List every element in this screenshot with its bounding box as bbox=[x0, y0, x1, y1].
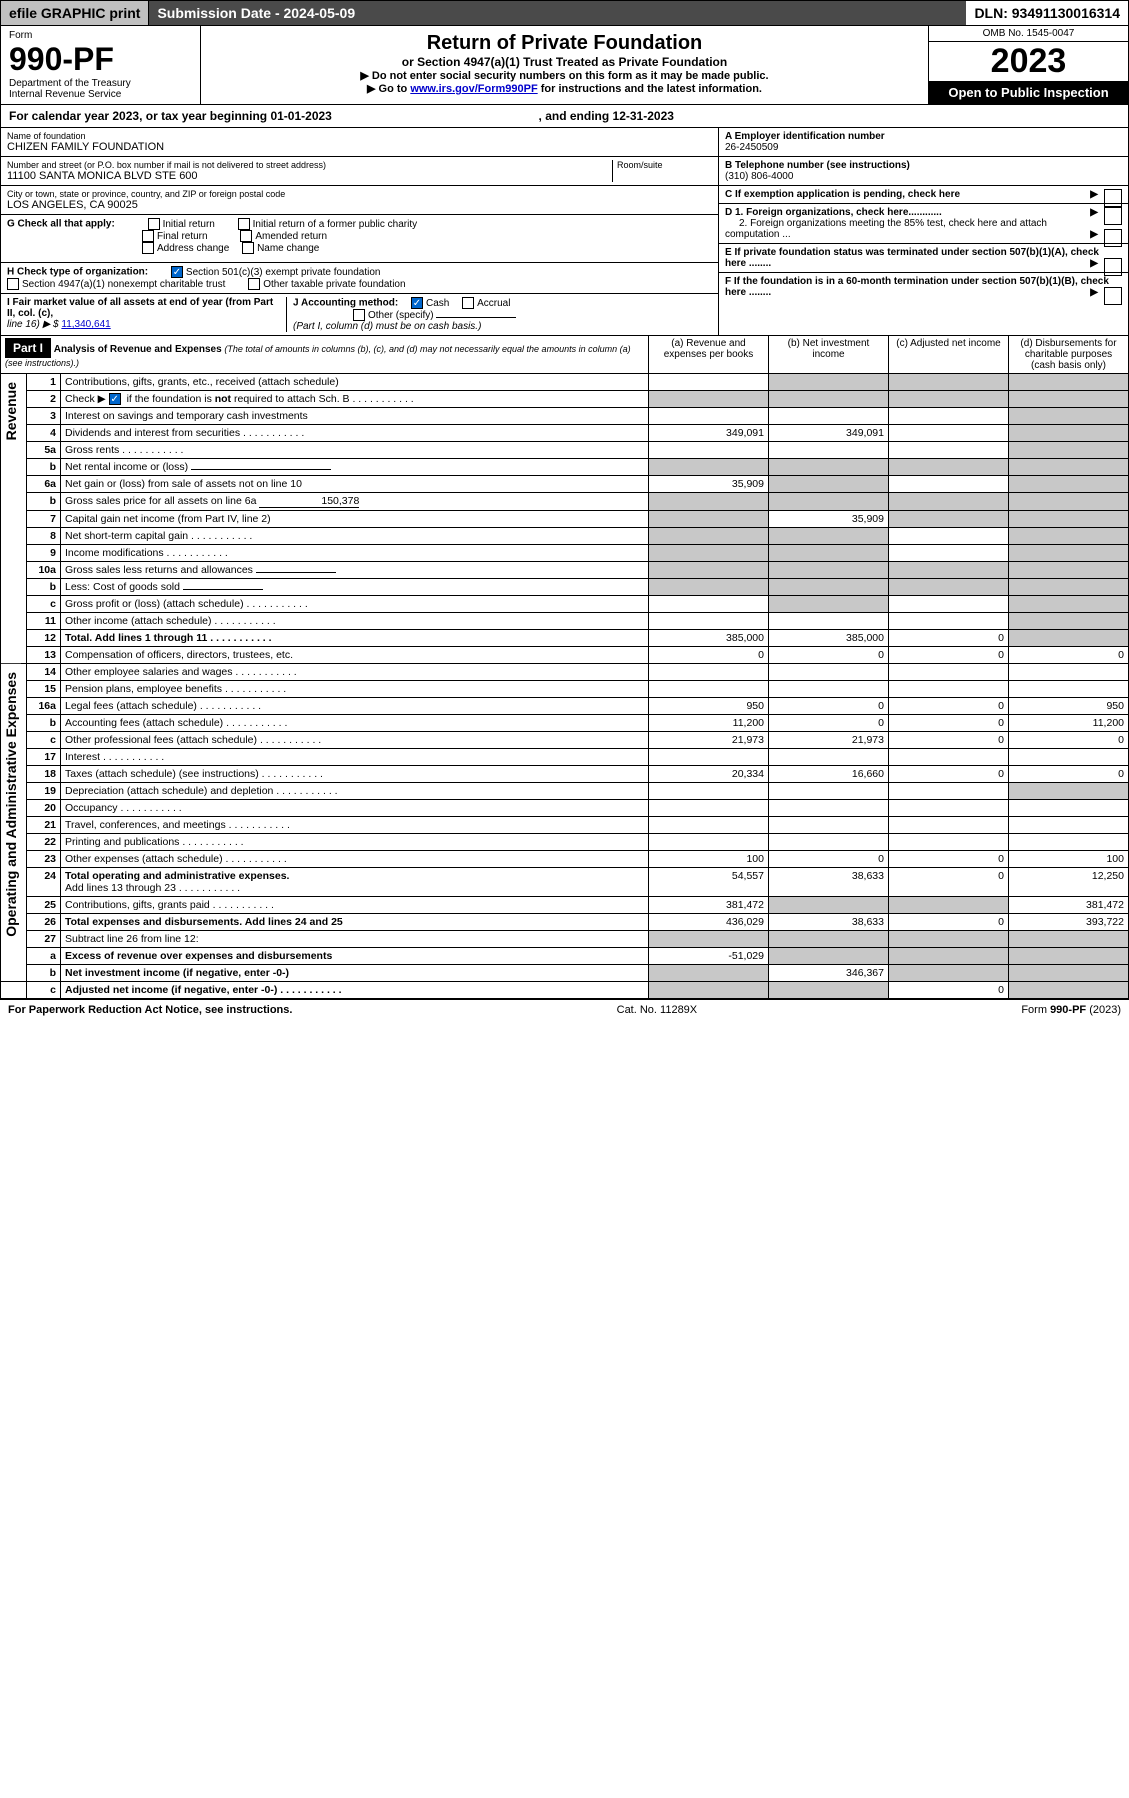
cb-501c3[interactable] bbox=[171, 266, 183, 278]
cb-initial-return[interactable] bbox=[148, 218, 160, 230]
a-ein-label: A Employer identification number bbox=[725, 131, 1122, 142]
j-note: (Part I, column (d) must be on cash basi… bbox=[293, 321, 481, 332]
year-end: 12-31-2023 bbox=[613, 109, 674, 123]
gross-sales-10a[interactable] bbox=[256, 572, 336, 573]
f-label: F If the foundation is in a 60-month ter… bbox=[725, 276, 1109, 298]
part1-title: Analysis of Revenue and Expenses bbox=[54, 344, 222, 355]
efile-label: efile GRAPHIC print bbox=[1, 1, 149, 25]
col-a-header: (a) Revenue and expenses per books bbox=[649, 336, 769, 374]
col-c-header: (c) Adjusted net income bbox=[889, 336, 1009, 374]
form-number: 990-PF bbox=[9, 41, 192, 78]
form-title: Return of Private Foundation bbox=[207, 32, 922, 55]
col-d-header: (d) Disbursements for charitable purpose… bbox=[1009, 336, 1129, 374]
paperwork-notice: For Paperwork Reduction Act Notice, see … bbox=[8, 1004, 292, 1016]
phone-value: (310) 806-4000 bbox=[725, 171, 1122, 182]
j-label: J Accounting method: bbox=[293, 298, 398, 309]
ein-value: 26-2450509 bbox=[725, 142, 1122, 153]
cb-cash[interactable] bbox=[411, 297, 423, 309]
b-phone-label: B Telephone number (see instructions) bbox=[725, 160, 1122, 171]
identification-block: Name of foundation CHIZEN FAMILY FOUNDAT… bbox=[0, 128, 1129, 335]
city-label: City or town, state or province, country… bbox=[7, 189, 712, 199]
cb-foreign-85[interactable] bbox=[1104, 229, 1122, 247]
c-label: C If exemption application is pending, c… bbox=[725, 189, 960, 200]
cb-60-month[interactable] bbox=[1104, 287, 1122, 305]
part1-table: Part I Analysis of Revenue and Expenses … bbox=[0, 335, 1129, 999]
i-label: I Fair market value of all assets at end… bbox=[7, 297, 273, 319]
goto-note: ▶ Go to www.irs.gov/Form990PF for instru… bbox=[207, 82, 922, 95]
e-label: E If private foundation status was termi… bbox=[725, 247, 1099, 269]
form-word: Form bbox=[9, 30, 192, 41]
gross-sales-6b: 150,378 bbox=[259, 495, 359, 508]
fmv-value[interactable]: 11,340,641 bbox=[61, 319, 110, 330]
city-state-zip: LOS ANGELES, CA 90025 bbox=[7, 199, 712, 211]
cb-initial-former[interactable] bbox=[238, 218, 250, 230]
cb-address-change[interactable] bbox=[142, 242, 154, 254]
irs-label: Internal Revenue Service bbox=[9, 89, 192, 100]
col-b-header: (b) Net investment income bbox=[769, 336, 889, 374]
g-label: G Check all that apply: bbox=[7, 219, 115, 230]
calendar-year-row: For calendar year 2023, or tax year begi… bbox=[0, 105, 1129, 128]
tax-year: 2023 bbox=[929, 42, 1128, 81]
part1-tag: Part I bbox=[5, 338, 51, 358]
top-bar: efile GRAPHIC print Submission Date - 20… bbox=[0, 0, 1129, 26]
irs-link[interactable]: www.irs.gov/Form990PF bbox=[410, 83, 537, 95]
cb-foreign-org[interactable] bbox=[1104, 207, 1122, 225]
cb-final-return[interactable] bbox=[142, 230, 154, 242]
omb-number: OMB No. 1545-0047 bbox=[929, 26, 1128, 42]
h-label: H Check type of organization: bbox=[7, 267, 148, 278]
name-label: Name of foundation bbox=[7, 131, 712, 141]
ssn-warning: ▶ Do not enter social security numbers o… bbox=[207, 69, 922, 82]
form-header: Form 990-PF Department of the Treasury I… bbox=[0, 26, 1129, 105]
other-specify-input[interactable] bbox=[436, 317, 516, 318]
foundation-name: CHIZEN FAMILY FOUNDATION bbox=[7, 141, 712, 153]
cb-other-method[interactable] bbox=[353, 309, 365, 321]
open-public: Open to Public Inspection bbox=[929, 81, 1128, 104]
cb-other-taxable[interactable] bbox=[248, 278, 260, 290]
cb-status-terminated[interactable] bbox=[1104, 258, 1122, 276]
page-footer: For Paperwork Reduction Act Notice, see … bbox=[0, 999, 1129, 1020]
dept-treasury: Department of the Treasury bbox=[9, 78, 192, 89]
cb-accrual[interactable] bbox=[462, 297, 474, 309]
revenue-side-label: Revenue bbox=[1, 374, 21, 448]
rental-income-input[interactable] bbox=[191, 469, 331, 470]
cb-exemption-pending[interactable] bbox=[1104, 189, 1122, 207]
street-label: Number and street (or P.O. box number if… bbox=[7, 160, 612, 170]
cat-number: Cat. No. 11289X bbox=[617, 1004, 698, 1016]
expenses-side-label: Operating and Administrative Expenses bbox=[1, 664, 21, 945]
cb-name-change[interactable] bbox=[242, 242, 254, 254]
cb-amended[interactable] bbox=[240, 230, 252, 242]
cb-sch-b[interactable] bbox=[109, 393, 121, 405]
street-address: 11100 SANTA MONICA BLVD STE 600 bbox=[7, 170, 612, 182]
form-ref: Form 990-PF (2023) bbox=[1021, 1004, 1121, 1016]
year-begin: 01-01-2023 bbox=[270, 109, 331, 123]
d2-label: 2. Foreign organizations meeting the 85%… bbox=[725, 218, 1047, 240]
submission-date: Submission Date - 2024-05-09 bbox=[149, 1, 966, 25]
cogs-input[interactable] bbox=[183, 589, 263, 590]
room-label: Room/suite bbox=[617, 160, 712, 170]
form-subtitle: or Section 4947(a)(1) Trust Treated as P… bbox=[207, 55, 922, 69]
dln-label: DLN: 93491130016314 bbox=[966, 1, 1128, 25]
d1-label: D 1. Foreign organizations, check here..… bbox=[725, 207, 942, 218]
cb-4947a1[interactable] bbox=[7, 278, 19, 290]
